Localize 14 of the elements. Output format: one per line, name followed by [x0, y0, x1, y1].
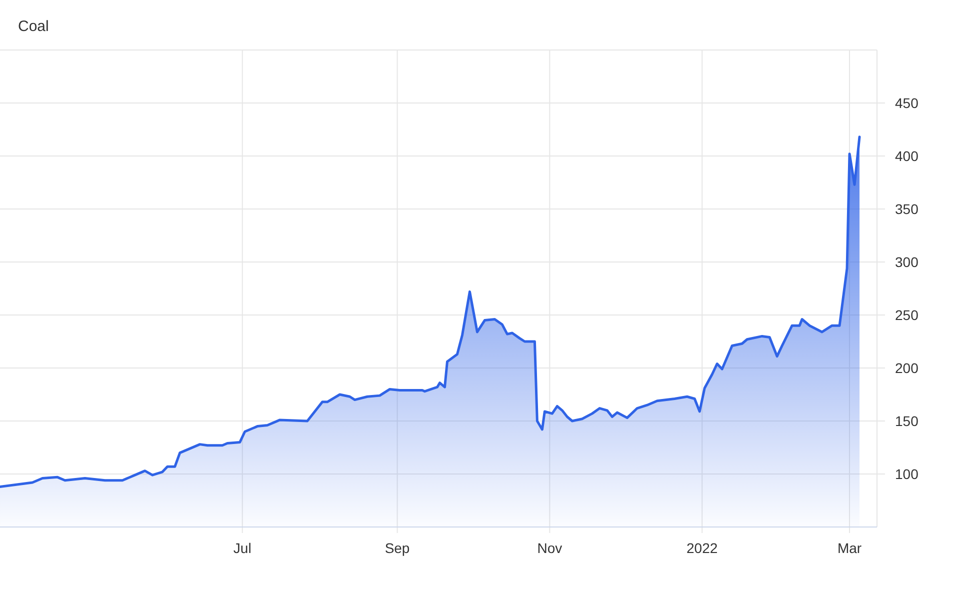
- y-tick-label: 350: [895, 200, 919, 217]
- y-tick-label: 150: [895, 412, 919, 429]
- y-tick-label: 300: [895, 254, 919, 270]
- x-tick-label: Nov: [537, 540, 562, 556]
- x-tick-label: Mar: [837, 540, 862, 556]
- y-tick-label: 200: [895, 360, 919, 376]
- x-tick-label: 2022: [686, 540, 718, 556]
- y-tick-label: 100: [895, 466, 919, 482]
- y-tick-label: 250: [895, 306, 919, 323]
- x-tick-label: Jul: [233, 540, 252, 556]
- x-tick-label: Sep: [384, 540, 410, 556]
- y-tick-label: 450: [895, 94, 919, 111]
- chart-title: Coal: [18, 18, 49, 35]
- y-tick-label: 400: [895, 148, 919, 164]
